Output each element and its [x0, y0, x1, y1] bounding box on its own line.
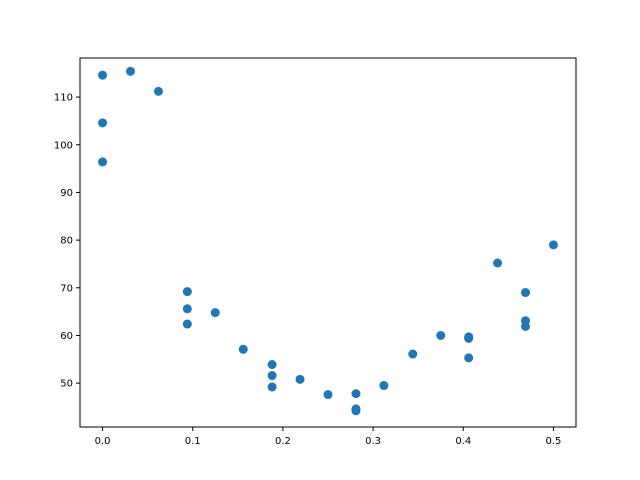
data-point: [98, 157, 108, 167]
x-tick-label: 0.5: [546, 436, 562, 447]
data-point: [464, 333, 474, 343]
data-point: [182, 304, 192, 314]
data-point: [153, 86, 163, 96]
x-tick-label: 0.3: [365, 436, 381, 447]
data-point: [521, 288, 530, 298]
y-tick-label: 90: [60, 188, 73, 199]
data-point: [521, 321, 530, 331]
data-point: [267, 360, 277, 370]
y-axis-ticks: 50 60 70 80 90 100 110: [54, 93, 80, 390]
y-tick-label: 100: [54, 140, 73, 151]
data-point: [323, 390, 333, 400]
data-point: [182, 287, 192, 297]
data-point: [210, 308, 220, 318]
data-point: [267, 371, 277, 381]
y-tick-label: 110: [54, 93, 73, 104]
data-point: [379, 381, 389, 391]
data-point: [548, 240, 558, 250]
data-point: [98, 118, 108, 128]
data-point: [436, 330, 446, 340]
data-point: [351, 406, 361, 416]
data-point: [238, 344, 248, 354]
data-point: [493, 258, 503, 268]
y-tick-label: 60: [60, 331, 73, 342]
x-tick-label: 0.4: [455, 436, 471, 447]
y-tick-label: 70: [60, 283, 73, 294]
axes-frame: [79, 57, 577, 428]
data-points: [98, 66, 558, 416]
data-point: [126, 66, 135, 76]
x-axis-ticks: 0.0 0.1 0.2 0.3 0.4 0.5: [95, 427, 562, 447]
plot-area: [80, 58, 576, 427]
x-tick-label: 0.2: [275, 436, 291, 447]
x-tick-label: 0.0: [95, 436, 111, 447]
y-tick-label: 80: [60, 236, 73, 247]
data-point: [351, 389, 361, 399]
data-point: [408, 349, 418, 359]
data-point: [182, 319, 192, 329]
data-point: [295, 374, 305, 384]
y-tick-label: 50: [60, 379, 73, 390]
x-tick-label: 0.1: [185, 436, 201, 447]
data-point: [98, 70, 108, 80]
data-point: [267, 382, 277, 392]
data-point: [464, 353, 474, 363]
